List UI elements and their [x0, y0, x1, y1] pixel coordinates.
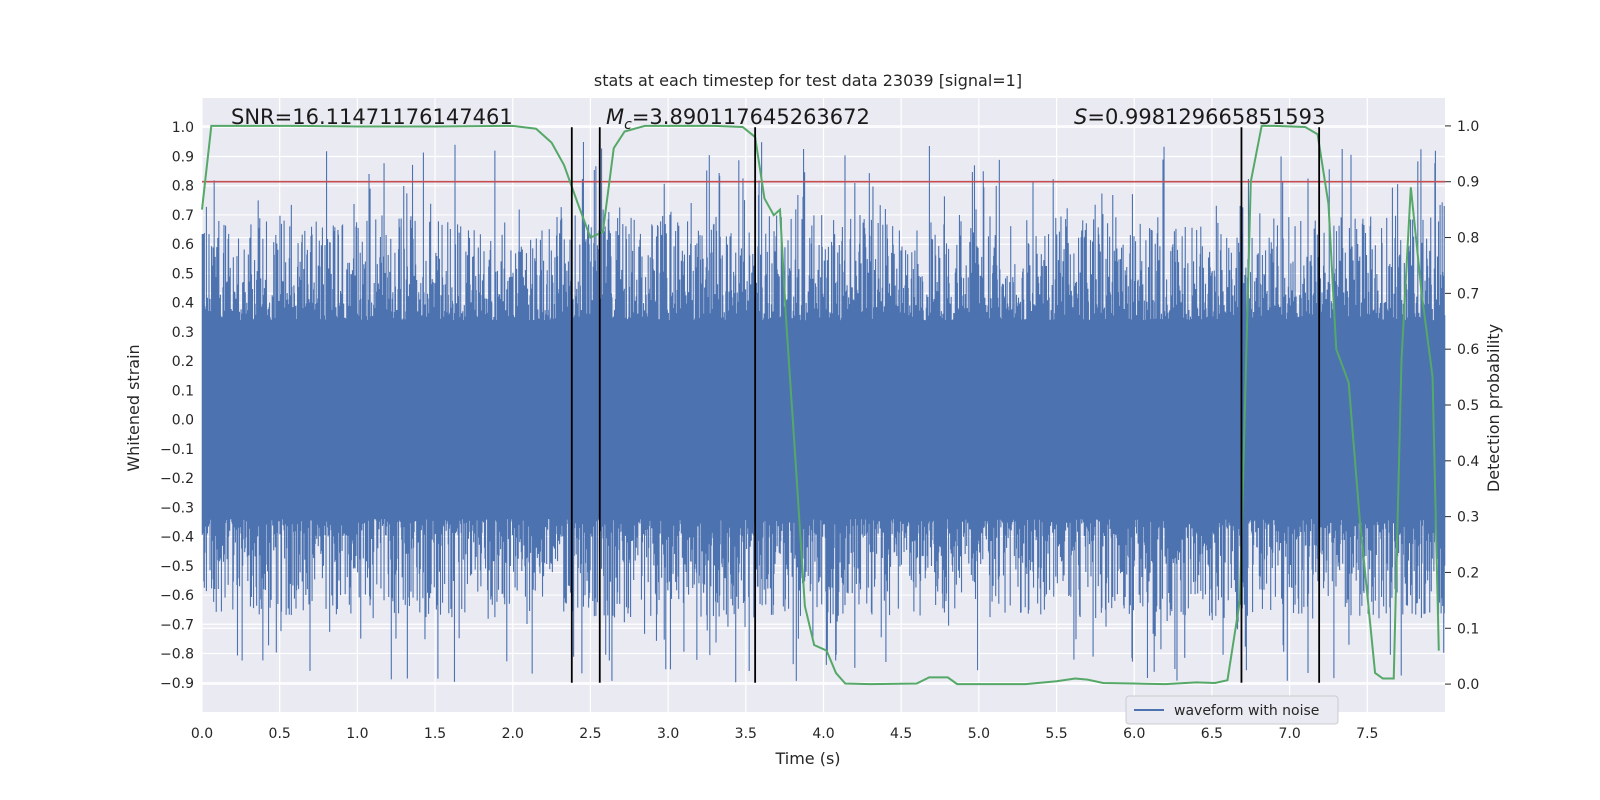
x-tick-label: 3.0: [657, 726, 679, 742]
y-tick-label: 0.5: [172, 266, 194, 282]
y-tick-label: 0.6: [172, 237, 194, 253]
y-tick-label: 0.7: [172, 208, 194, 224]
spin-value: =0.998129665851593: [1087, 105, 1325, 129]
x-axis-label: Time (s): [774, 749, 840, 768]
y-tick-label: 0.9: [172, 149, 194, 165]
y-tick-label: −0.1: [160, 442, 194, 458]
x-tick-label: 2.0: [502, 726, 524, 742]
x-axis-ticks: 0.0 0.5 1.0 1.5 2.0 2.5 3.0 3.5 4.0 4.5 5.0 5.5 6.0 6…: [191, 726, 1379, 742]
chirp-mass-symbol: M: [606, 105, 624, 129]
y-tick-label: −0.8: [160, 647, 194, 663]
x-tick-label: 0.0: [191, 726, 213, 742]
y2-tick-label: 0.7: [1457, 286, 1479, 302]
y-tick-label: −0.7: [160, 617, 194, 633]
y-tick-label: 0.1: [172, 383, 194, 399]
x-tick-label: 1.5: [424, 726, 446, 742]
x-tick-label: 0.5: [269, 726, 291, 742]
x-tick-label: 7.0: [1278, 726, 1300, 742]
y2-tick-label: 1.0: [1457, 119, 1479, 135]
y-axis-ticks: −0.9 −0.8 −0.7 −0.6 −0.5 −0.4 −0.3 −0.2 −0.1 0.0 0…: [160, 120, 194, 692]
detection-probability-line: [201, 124, 1440, 686]
legend: waveform with noise: [1125, 695, 1339, 725]
y2-tick-label: 0.1: [1457, 621, 1479, 637]
x-tick-label: 6.5: [1201, 726, 1223, 742]
x-tick-label: 6.0: [1123, 726, 1145, 742]
y-axis-label: Whitened strain: [124, 344, 143, 471]
y2-axis-label: Detection probability: [1484, 324, 1503, 492]
y2-tick-label: 0.3: [1457, 510, 1479, 526]
y-tick-label: 0.8: [172, 179, 194, 195]
y-tick-label: −0.6: [160, 588, 194, 604]
y-tick-label: −0.3: [160, 500, 194, 516]
y-tick-label: 0.3: [172, 325, 194, 341]
y2-tick-label: 0.6: [1457, 342, 1479, 358]
y-tick-label: −0.5: [160, 559, 194, 575]
y-tick-label: 0.4: [172, 296, 194, 312]
x-tick-label: 3.5: [735, 726, 757, 742]
y-tick-label: 0.2: [172, 354, 194, 370]
probability-series: [201, 124, 1440, 686]
spin-symbol: S: [1074, 105, 1087, 129]
x-tick-label: 4.0: [812, 726, 834, 742]
y-tick-label: 1.0: [172, 120, 194, 136]
x-tick-label: 5.0: [968, 726, 990, 742]
x-tick-label: 4.5: [890, 726, 912, 742]
y2-tick-label: 0.8: [1457, 231, 1479, 247]
chirp-mass-subscript: c: [624, 117, 632, 133]
x-tick-label: 5.5: [1045, 726, 1067, 742]
vertical-markers: [570, 127, 1321, 683]
chirp-mass-value: =3.890117645263672: [632, 105, 870, 129]
y-tick-label: −0.9: [160, 676, 194, 692]
y2-tick-label: 0.0: [1457, 677, 1479, 693]
x-tick-label: 7.5: [1356, 726, 1378, 742]
x-tick-label: 1.0: [346, 726, 368, 742]
snr-annotation: SNR=16.11471176147461: [231, 105, 513, 129]
waveform-series: [201, 142, 1446, 683]
y2-tick-label: 0.2: [1457, 565, 1479, 581]
chirp-mass-annotation: Mc=3.890117645263672: [606, 105, 870, 133]
y2-tick-label: 0.4: [1457, 454, 1479, 470]
y2-tick-label: 0.9: [1457, 175, 1479, 191]
y2-tick-label: 0.5: [1457, 398, 1479, 414]
x-tick-label: 2.5: [579, 726, 601, 742]
spin-annotation: S=0.998129665851593: [1074, 105, 1325, 129]
chart-title: stats at each timestep for test data 230…: [594, 71, 1022, 90]
legend-box: [1125, 695, 1339, 725]
y-tick-label: −0.2: [160, 471, 194, 487]
y-tick-label: −0.4: [160, 530, 194, 546]
y-tick-label: 0.0: [172, 413, 194, 429]
legend-entry-waveform: waveform with noise: [1174, 703, 1319, 719]
y2-axis-ticks: 0.0 0.1 0.2 0.3 0.4 0.5 0.6 0.7 0.8 0.9 1.0: [1445, 119, 1479, 693]
